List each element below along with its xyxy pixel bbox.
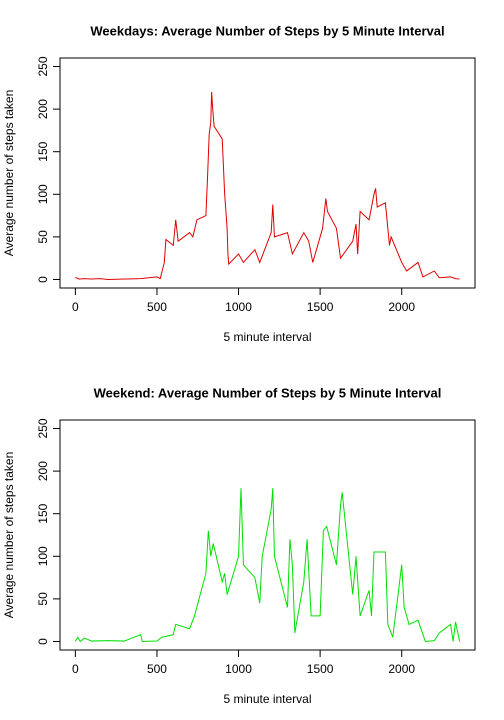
x-tick-label: 0 [72,300,79,314]
plot-frame [59,57,476,289]
y-tick-label: 0 [36,276,50,283]
x-tick-label: 500 [147,300,167,314]
x-axis-label: 5 minute interval [223,692,311,706]
x-tick-label: 500 [147,662,167,676]
x-tick-label: 1500 [307,300,334,314]
plot-frame [59,419,476,651]
y-tick-label: 100 [36,184,50,204]
x-tick-label: 2000 [388,662,415,676]
y-axis-label: Average number of steps taken [2,452,16,619]
y-tick-label: 150 [36,503,50,523]
chart-title: Weekend: Average Number of Steps by 5 Mi… [94,385,442,400]
y-tick-label: 200 [36,461,50,481]
x-tick-label: 2000 [388,300,415,314]
x-tick-label: 1000 [225,300,252,314]
x-tick-label: 0 [72,662,79,676]
x-tick-label: 1500 [307,662,334,676]
y-tick-label: 100 [36,546,50,566]
y-tick-label: 150 [36,141,50,161]
y-axis-label: Average number of steps taken [2,90,16,257]
data-line [75,92,460,280]
chart-title: Weekdays: Average Number of Steps by 5 M… [90,23,444,38]
y-tick-label: 250 [36,418,50,438]
y-tick-label: 200 [36,99,50,119]
y-tick-label: 50 [36,230,50,244]
y-tick-label: 0 [36,638,50,645]
x-axis-label: 5 minute interval [223,330,311,344]
x-tick-label: 1000 [225,662,252,676]
y-tick-label: 250 [36,56,50,76]
y-tick-label: 50 [36,592,50,606]
data-line [74,488,461,643]
